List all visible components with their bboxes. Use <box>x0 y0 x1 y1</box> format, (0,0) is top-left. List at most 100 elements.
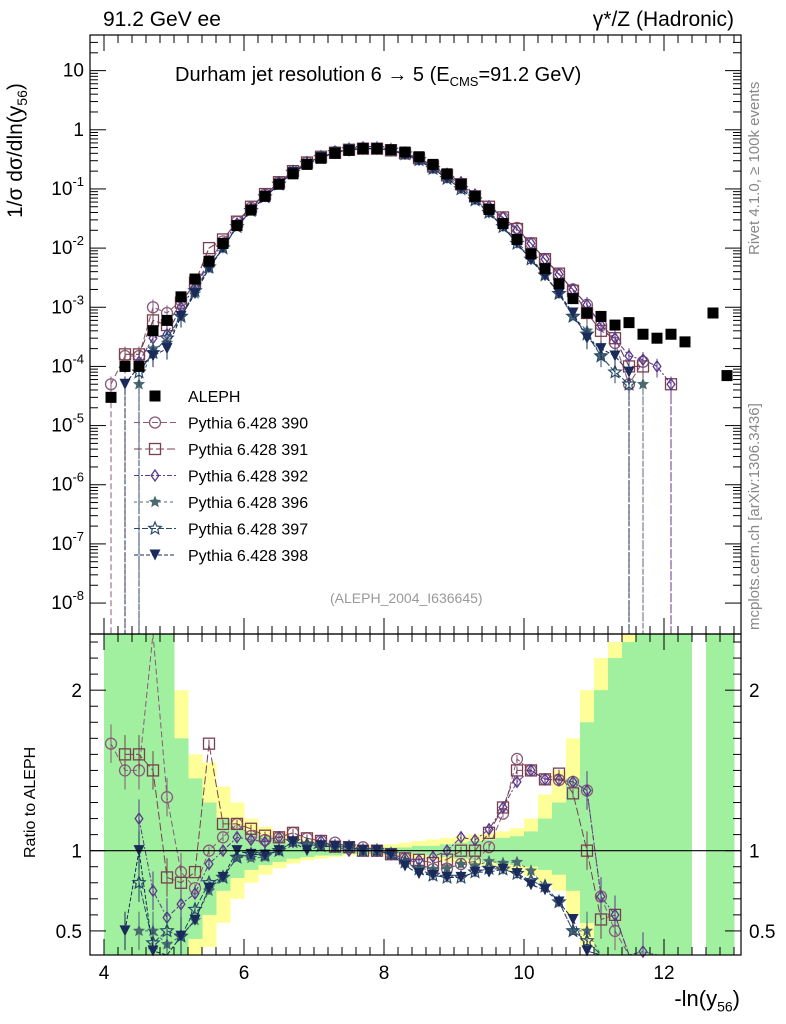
data-point <box>679 336 691 348</box>
data-point <box>581 332 593 344</box>
data-point <box>595 343 607 355</box>
ratio-point <box>483 866 495 878</box>
data-point <box>175 310 187 322</box>
ratio-point <box>596 889 606 904</box>
ratio-point <box>428 850 438 864</box>
ratio-point <box>217 871 229 883</box>
legend-label: Pythia 6.428 396 <box>188 495 308 512</box>
ratio-pythia-6.428-391 <box>118 735 671 956</box>
ratio-pythia-6.428-398 <box>119 831 629 957</box>
ratio-uncertainty-bands <box>104 634 735 955</box>
ratio-point <box>287 836 299 848</box>
ratio-point <box>190 886 200 901</box>
data-point <box>329 147 341 159</box>
data-point <box>343 144 355 156</box>
legend-marker <box>149 549 161 561</box>
ratio-point <box>159 922 175 938</box>
ratio-y-tick-label: 0.5 <box>56 922 82 943</box>
data-point <box>357 143 369 155</box>
data-point <box>497 218 509 230</box>
green-band-bin <box>622 642 637 955</box>
ratio-point <box>497 863 509 875</box>
ratio-point <box>456 830 466 844</box>
ratio-point <box>232 830 242 844</box>
series-line <box>125 148 643 367</box>
data-point <box>273 178 285 190</box>
legend-marker <box>147 520 163 536</box>
data-point <box>105 391 117 403</box>
ratio-point <box>119 925 131 937</box>
data-point <box>596 318 606 332</box>
ratio-point <box>568 775 578 789</box>
data-point <box>455 178 467 190</box>
data-point <box>175 291 187 303</box>
green-band-bin <box>664 634 679 955</box>
y-tick-label: 10-8 <box>51 588 84 614</box>
x-tick-label: 8 <box>379 963 390 984</box>
ratio-point <box>216 831 230 844</box>
axes-frames <box>89 34 742 956</box>
ratio-point <box>455 871 467 883</box>
ratio-point <box>175 930 187 942</box>
green-band-bin <box>580 722 595 923</box>
ratio-point <box>160 871 174 884</box>
ratio-point <box>132 924 146 937</box>
y-tick-label: 10-5 <box>51 411 84 437</box>
ratio-y-tick-label: 2 <box>71 681 82 702</box>
data-point <box>399 146 411 158</box>
ratio-point <box>526 763 536 778</box>
data-point <box>469 190 481 202</box>
data-point <box>553 278 565 290</box>
ratio-point <box>441 871 453 883</box>
green-band-bin <box>132 634 147 955</box>
ratio-point <box>146 764 160 777</box>
data-point <box>245 204 257 216</box>
data-point <box>666 377 676 391</box>
ratio-point <box>482 840 496 854</box>
data-point <box>118 348 132 361</box>
green-band-bin <box>524 831 539 867</box>
green-band-bin <box>552 802 567 875</box>
green-band-bin <box>412 845 427 854</box>
green-band-bin <box>608 658 623 955</box>
data-point <box>637 328 649 340</box>
ratio-point <box>525 879 537 891</box>
data-point <box>259 190 271 202</box>
legend-marker <box>149 390 161 402</box>
data-point <box>665 328 677 340</box>
data-point <box>202 241 216 255</box>
ratio-point <box>343 841 355 853</box>
ratio-point <box>442 844 452 858</box>
green-band-bin <box>538 818 553 870</box>
ratio-y-tick-label-right: 0.5 <box>749 922 775 943</box>
y-tick-label: 10-1 <box>51 174 84 200</box>
data-point <box>147 350 159 362</box>
series-aleph <box>105 143 733 403</box>
data-point <box>567 307 579 319</box>
top-panel-series <box>104 140 733 634</box>
legend-label: Pythia 6.428 398 <box>188 548 308 565</box>
data-point <box>638 353 648 367</box>
legend-marker <box>148 416 162 429</box>
data-point <box>427 158 439 170</box>
data-point <box>610 331 620 345</box>
ratio-y-tick-label-right: 2 <box>749 681 760 702</box>
data-point <box>624 349 634 363</box>
y-tick-label: 1 <box>73 120 84 141</box>
ratio-point <box>385 848 397 860</box>
data-point <box>287 168 299 180</box>
data-point <box>133 360 145 372</box>
data-point <box>652 359 662 374</box>
x-tick-label: 4 <box>99 963 110 984</box>
ratio-point <box>245 848 257 860</box>
green-band-bin <box>706 634 721 955</box>
ratio-y-axis-label: Ratio to ALEPH <box>22 746 39 858</box>
ratio-point <box>188 865 202 879</box>
ratio-point <box>246 833 256 847</box>
x-tick-label: 10 <box>513 963 534 984</box>
data-point <box>651 332 663 344</box>
data-point <box>217 237 229 249</box>
ratio-point <box>565 922 581 938</box>
ratio-point <box>638 944 648 959</box>
ratio-point <box>131 874 147 890</box>
